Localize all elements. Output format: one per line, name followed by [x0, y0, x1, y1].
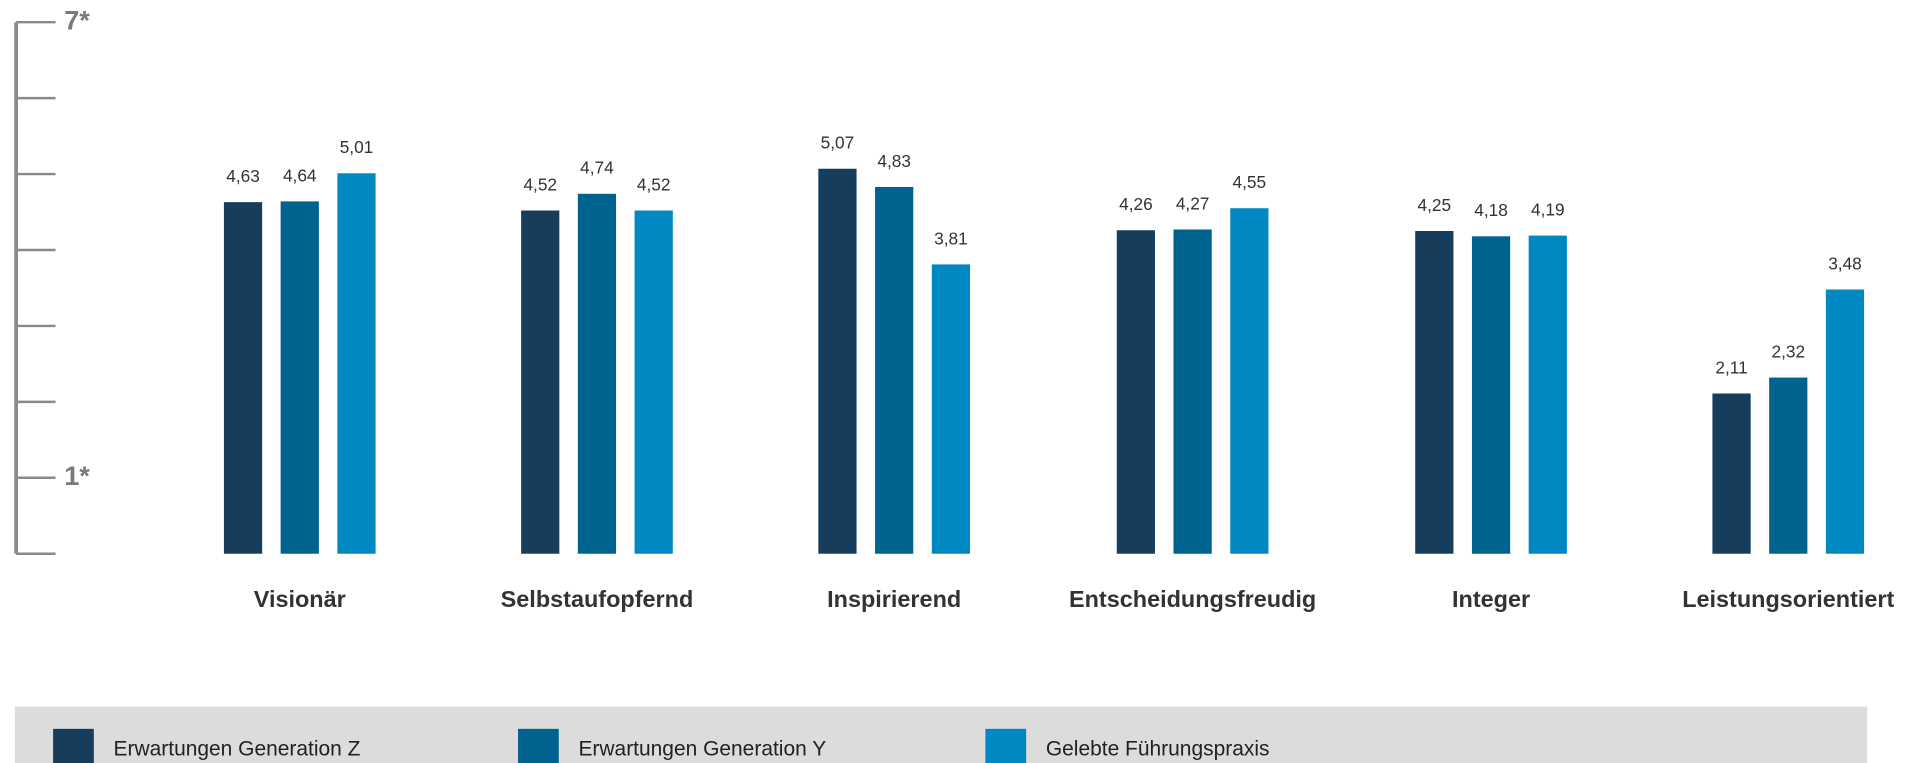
value-label: 2,11 — [1715, 357, 1747, 377]
bar — [1769, 377, 1808, 554]
bar — [1116, 230, 1156, 554]
value-label: 5,07 — [821, 133, 855, 153]
value-label: 4,27 — [1176, 193, 1210, 213]
value-label: 4,52 — [637, 174, 671, 194]
value-label: 5,01 — [340, 137, 374, 157]
x-tick-label: Entscheidungsfreudig — [1069, 586, 1316, 612]
legend-swatch — [53, 728, 94, 763]
x-tick-label: Leistungsorientiert — [1682, 586, 1894, 612]
legend-background — [14, 706, 1868, 763]
bar — [1173, 229, 1212, 554]
value-label: 2,32 — [1771, 341, 1805, 361]
bar — [337, 173, 376, 554]
value-label: 4,83 — [877, 151, 911, 171]
x-tick-label: Inspirierend — [827, 586, 961, 612]
bar — [1712, 393, 1751, 554]
bar — [1528, 235, 1567, 554]
bar — [223, 202, 263, 554]
value-label: 4,55 — [1233, 172, 1267, 192]
bar — [1825, 289, 1865, 554]
x-tick-label: Integer — [1452, 586, 1530, 612]
x-tick-label: Selbstaufopfernd — [501, 586, 694, 612]
bar — [875, 186, 914, 554]
bar — [280, 201, 319, 554]
value-label: 4,25 — [1418, 195, 1452, 215]
bar — [521, 210, 560, 554]
y-tick-label: 7* — [64, 4, 90, 35]
bar — [931, 264, 971, 554]
bar — [1230, 208, 1269, 554]
bar — [1471, 236, 1511, 554]
legend-swatch — [518, 728, 559, 763]
bar — [818, 168, 857, 554]
value-label: 4,26 — [1119, 194, 1153, 214]
value-label: 4,74 — [580, 158, 614, 178]
value-label: 4,52 — [523, 174, 557, 194]
value-label: 3,81 — [934, 228, 968, 248]
value-label: 4,18 — [1474, 200, 1508, 220]
bar — [577, 193, 617, 554]
legend-label: Gelebte Führungspraxis — [1046, 737, 1270, 760]
legend-label: Erwartungen Generation Y — [578, 737, 826, 760]
value-label: 3,48 — [1828, 253, 1862, 273]
value-label: 4,19 — [1531, 199, 1565, 219]
value-label: 4,63 — [226, 166, 260, 186]
x-tick-label: Visionär — [254, 586, 346, 612]
bar — [634, 210, 673, 554]
y-tick-label: 1* — [64, 460, 90, 491]
legend-swatch — [985, 728, 1027, 763]
bar — [1415, 231, 1454, 554]
value-label: 4,64 — [283, 165, 317, 185]
legend-label: Erwartungen Generation Z — [114, 737, 361, 760]
